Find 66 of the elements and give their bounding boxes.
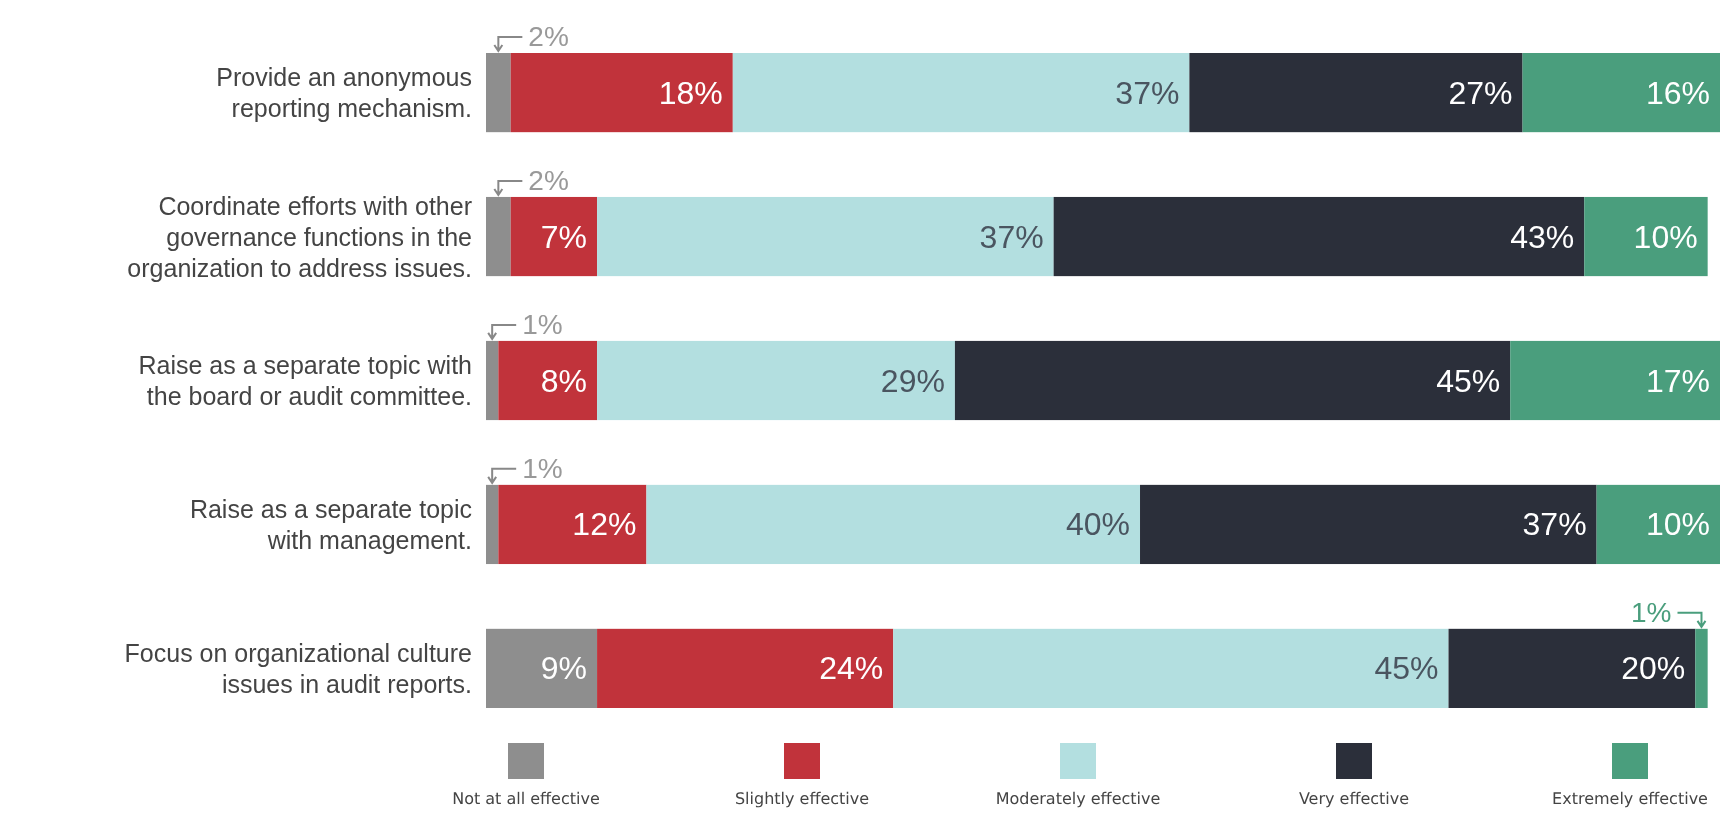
bar	[498, 484, 647, 565]
category-label: issues in audit reports.	[221, 669, 472, 698]
bar	[486, 340, 499, 421]
data-label: 1%	[522, 308, 563, 340]
bar	[486, 628, 598, 708]
category-label: organization to address issues.	[127, 253, 472, 282]
bar	[1189, 53, 1523, 133]
bar	[1695, 628, 1708, 708]
data-label: 2%	[528, 21, 569, 52]
category-label: Coordinate efforts with other	[158, 191, 472, 220]
data-label: 1%	[1631, 596, 1672, 628]
data-label: 37%	[1115, 74, 1180, 111]
data-label: 20%	[1621, 650, 1686, 687]
bar	[1584, 196, 1708, 277]
data-label: 10%	[1633, 218, 1698, 255]
bar	[732, 53, 1190, 133]
category-label: reporting mechanism.	[231, 94, 472, 123]
category-label: with management.	[267, 525, 472, 554]
bar	[1053, 196, 1585, 277]
data-label: 1%	[522, 452, 563, 484]
data-label: 18%	[658, 74, 723, 111]
category-label: Focus on organizational culture	[124, 638, 472, 667]
legend-label: Very effective	[1298, 789, 1410, 808]
legend-label: Moderately effective	[995, 789, 1161, 808]
bar	[486, 484, 499, 565]
data-label: 16%	[1645, 74, 1710, 111]
bar	[1448, 628, 1696, 708]
bar	[486, 196, 511, 277]
bar	[646, 484, 1141, 565]
legend-label: Not at all effective	[452, 789, 600, 808]
data-label: 24%	[819, 650, 884, 687]
data-label: 40%	[1065, 506, 1131, 543]
bar	[498, 340, 598, 421]
data-label: 2%	[528, 164, 569, 196]
category-label: the board or audit committee.	[146, 382, 472, 410]
bar	[1140, 484, 1597, 565]
data-label: 12%	[572, 506, 637, 543]
category-label: Raise as a separate topic	[189, 494, 472, 523]
data-label: 29%	[880, 362, 945, 399]
data-label: 37%	[979, 218, 1044, 255]
bar	[597, 628, 894, 708]
bar	[597, 340, 955, 421]
bar	[1510, 340, 1720, 421]
data-label: 45%	[1436, 362, 1501, 399]
data-label: 10%	[1645, 506, 1710, 543]
data-label: 43%	[1510, 218, 1575, 255]
data-label: 37%	[1522, 506, 1587, 543]
data-label: 17%	[1645, 362, 1710, 399]
bar	[597, 196, 1054, 277]
bar	[893, 628, 1449, 708]
data-label: 7%	[540, 218, 588, 255]
data-label: 45%	[1374, 650, 1439, 687]
bar	[510, 196, 598, 277]
bar	[486, 53, 511, 133]
data-label: 8%	[540, 362, 588, 399]
legend-label: Extremely effective	[1552, 789, 1708, 808]
bar	[954, 340, 1511, 421]
bar	[510, 53, 733, 133]
bar	[1522, 53, 1720, 133]
category-label: governance functions in the	[166, 222, 472, 251]
legend-label: Slightly effective	[734, 789, 870, 808]
category-label: Provide an anonymous	[216, 63, 472, 92]
category-label: Raise as a separate topic with	[138, 351, 472, 379]
bar	[1596, 484, 1720, 565]
data-label: 9%	[540, 650, 588, 687]
data-label: 27%	[1448, 74, 1513, 111]
